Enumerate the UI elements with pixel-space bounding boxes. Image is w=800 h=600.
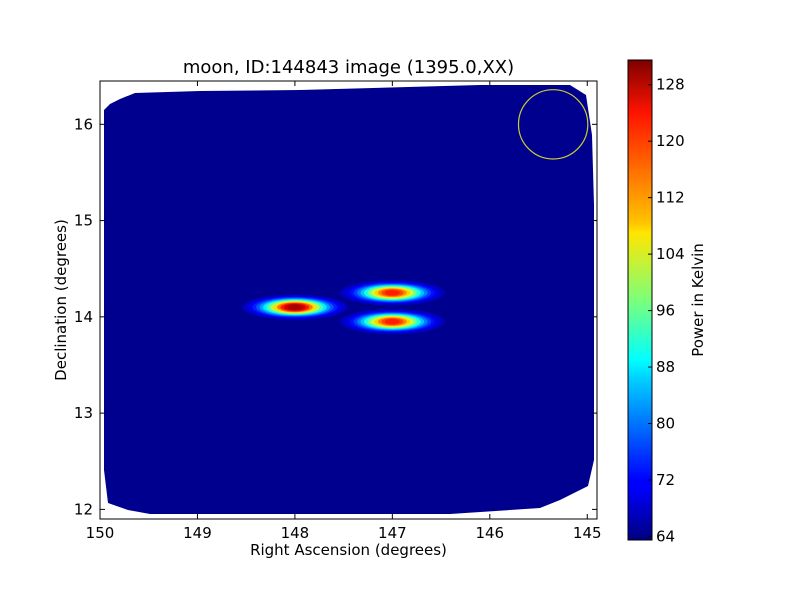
colorbar-tick-label: 64 [656, 527, 675, 545]
x-tick-label: 146 [475, 524, 504, 542]
colorbar-tick-label: 96 [656, 302, 675, 320]
x-axis-ticks: 150 149 148 147 146 145 [86, 81, 602, 542]
plot-area [104, 85, 594, 514]
x-tick-label: 149 [183, 524, 212, 542]
x-tick-label: 145 [573, 524, 602, 542]
x-axis-label: Right Ascension (degrees) [250, 541, 447, 559]
colorbar-tick-label: 88 [656, 358, 675, 376]
y-tick-label: 16 [74, 115, 93, 133]
colorbar-tick-label: 128 [656, 76, 685, 94]
colorbar-label: Power in Kelvin [689, 243, 707, 357]
heatmap-blob-layer [287, 304, 303, 310]
colorbar-tick-label: 80 [656, 415, 675, 433]
x-tick-label: 150 [86, 524, 115, 542]
plot-frame [99, 80, 598, 520]
beam-circle-marker [517, 89, 589, 160]
x-tick-label: 147 [378, 524, 407, 542]
colorbar [627, 59, 653, 541]
colorbar-tick-label: 120 [656, 132, 685, 150]
colorbar-tick-label: 112 [656, 189, 685, 207]
chart-title: moon, ID:144843 image (1395.0,XX) [183, 57, 514, 78]
colorbar-tick-label: 72 [656, 471, 675, 489]
y-axis-label: Declination (degrees) [52, 219, 70, 381]
heatmap-blobs [242, 280, 446, 335]
colorbar-tick-label: 104 [656, 245, 685, 263]
heatmap-blob-layer [384, 290, 400, 296]
x-tick-label: 148 [281, 524, 310, 542]
y-tick-label: 13 [74, 404, 93, 422]
y-tick-label: 14 [74, 308, 93, 326]
y-axis-ticks: 12 13 14 15 16 [74, 115, 597, 518]
y-tick-label: 15 [74, 212, 93, 230]
y-tick-label: 12 [74, 500, 93, 518]
heatmap-blob-layer [384, 318, 400, 325]
colorbar-ticks: 64 72 80 88 96 104 112 120 128 [648, 76, 685, 545]
